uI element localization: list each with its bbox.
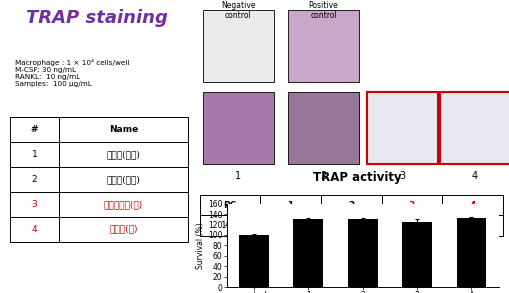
Text: 113: 113: [343, 221, 360, 230]
Text: 새찰읅보리(물): 새찰읅보리(물): [104, 200, 143, 209]
Text: 100: 100: [221, 221, 239, 230]
Text: 보타원(물): 보타원(물): [109, 225, 138, 234]
Bar: [288, 10, 359, 82]
Text: 4: 4: [472, 171, 478, 181]
Text: 3: 3: [32, 200, 38, 209]
Bar: [10, 192, 188, 217]
Text: 보타원(주정): 보타원(주정): [106, 175, 140, 184]
Text: 2: 2: [348, 201, 354, 209]
Text: Macrophage : 1 × 10⁴ cells/well
M-CSF: 30 ng/mL
RANKL:  10 ng/mL
Samples:  100 μ: Macrophage : 1 × 10⁴ cells/well M-CSF: 3…: [15, 59, 130, 87]
Text: Negative
control: Negative control: [221, 1, 256, 20]
Text: PC: PC: [223, 201, 237, 209]
Bar: [348, 219, 378, 287]
Text: 3: 3: [400, 171, 406, 181]
Bar: [288, 92, 359, 164]
Text: 1: 1: [235, 171, 241, 181]
Bar: [321, 215, 382, 236]
Text: 새찰얕(주정): 새찰얕(주정): [106, 150, 140, 159]
Bar: [203, 10, 274, 82]
Bar: [10, 117, 188, 142]
Bar: [200, 195, 260, 215]
Text: 4: 4: [32, 225, 37, 234]
Bar: [442, 195, 503, 215]
Bar: [457, 218, 487, 287]
Y-axis label: Survival (%): Survival (%): [196, 222, 205, 269]
Text: 1: 1: [32, 150, 38, 159]
Bar: [260, 195, 321, 215]
Bar: [293, 219, 323, 287]
Text: 18: 18: [467, 221, 478, 230]
Text: 103: 103: [282, 221, 299, 230]
Text: 2: 2: [32, 175, 37, 184]
Bar: [402, 222, 432, 287]
Bar: [321, 195, 382, 215]
Bar: [367, 92, 438, 164]
Text: 3: 3: [409, 201, 415, 209]
Bar: [442, 215, 503, 236]
Text: 16: 16: [406, 221, 417, 230]
Bar: [382, 195, 442, 215]
Text: TRAP activity: TRAP activity: [313, 171, 402, 184]
Bar: [10, 217, 188, 242]
Bar: [239, 235, 269, 287]
Text: 1: 1: [288, 201, 294, 209]
Text: 2: 2: [321, 171, 327, 181]
Text: 4: 4: [469, 201, 475, 209]
Bar: [260, 215, 321, 236]
Bar: [203, 92, 274, 164]
Bar: [200, 215, 260, 236]
Bar: [10, 167, 188, 192]
Text: #: #: [31, 125, 38, 134]
Text: Name: Name: [109, 125, 138, 134]
Bar: [382, 215, 442, 236]
Bar: [440, 92, 509, 164]
Text: TRAP staining: TRAP staining: [26, 9, 167, 27]
Text: Positive
control: Positive control: [309, 1, 338, 20]
Bar: [10, 142, 188, 167]
